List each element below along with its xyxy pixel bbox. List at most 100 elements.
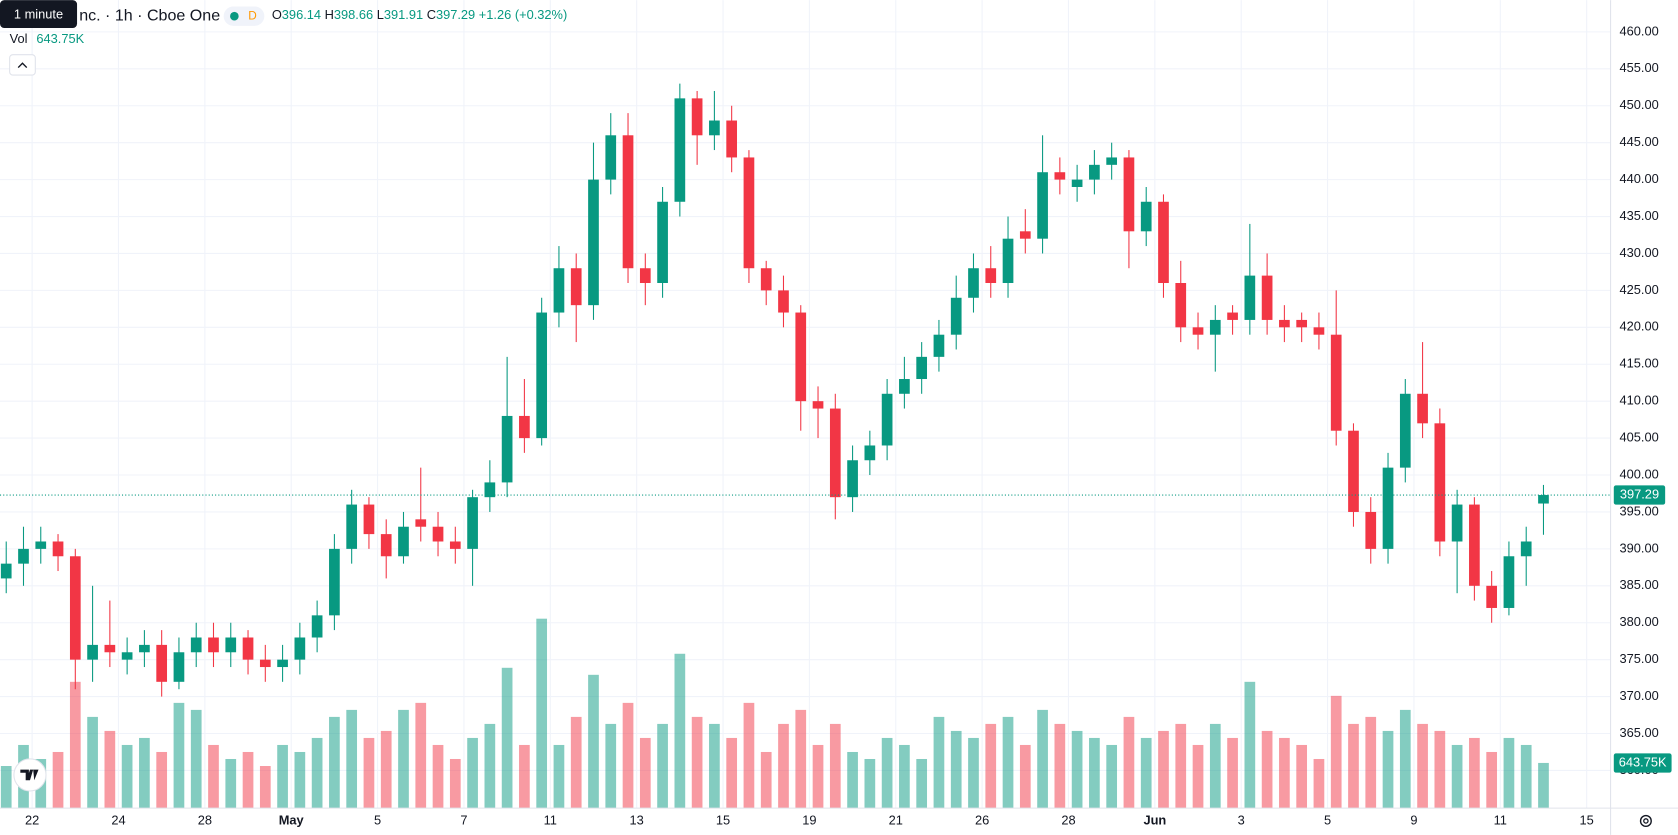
candle-body <box>35 541 47 549</box>
candle-body <box>156 644 168 682</box>
volume-bar <box>1330 695 1342 809</box>
candle-body <box>691 98 703 136</box>
volume-bar <box>691 716 703 809</box>
change-pct: (+0.32%) <box>515 8 567 23</box>
volume-bar <box>1089 737 1100 809</box>
x-tick-label: 11 <box>544 812 557 827</box>
x-tick-label: 5 <box>374 812 381 827</box>
y-tick-label: 455.00 <box>1619 60 1658 75</box>
y-tick-label: 385.00 <box>1619 577 1658 592</box>
candle-body <box>1330 334 1342 431</box>
volume-bar <box>985 723 997 809</box>
volume-bar <box>208 744 219 809</box>
volume-bar <box>1244 681 1256 809</box>
volume-bar <box>363 737 375 809</box>
y-tick-label: 400.00 <box>1619 466 1658 481</box>
volume-bar <box>69 681 81 809</box>
volume-bar <box>1106 744 1118 809</box>
settings-button[interactable] <box>1639 814 1652 827</box>
volume-bar <box>1399 709 1411 809</box>
candle-body <box>415 519 427 527</box>
candle-body <box>1158 201 1169 284</box>
volume-bar <box>1296 744 1308 809</box>
volume-bar <box>1313 758 1325 809</box>
candle-body <box>1054 172 1066 180</box>
volume-bar <box>432 744 444 809</box>
settings-icon-center[interactable] <box>1643 818 1649 824</box>
candle-body <box>812 401 824 409</box>
volume-bar <box>104 730 116 809</box>
candle-body <box>795 312 807 402</box>
candle-body <box>1469 504 1480 586</box>
volume-bar <box>899 744 910 809</box>
candle-body <box>1071 179 1083 187</box>
collapse-box[interactable] <box>9 54 36 76</box>
y-tick-label: 445.00 <box>1619 134 1658 149</box>
y-tick-label: 415.00 <box>1619 356 1658 371</box>
x-tick-label: 21 <box>889 812 903 827</box>
candle-body <box>709 120 720 136</box>
volume-bar <box>1469 737 1480 809</box>
candle-body <box>1417 393 1428 424</box>
volume-bar <box>1071 730 1083 809</box>
x-tick-label: 7 <box>460 812 467 827</box>
candle-body <box>536 312 548 439</box>
volume-bar <box>1227 737 1238 809</box>
candle-body <box>380 534 392 557</box>
candle-body <box>87 644 98 660</box>
candle-body <box>1123 157 1135 232</box>
candle-body <box>899 379 910 394</box>
x-tick-label: 15 <box>716 812 730 827</box>
y-tick-label: 380.00 <box>1619 614 1658 629</box>
candle-body <box>1261 275 1273 320</box>
delay-badge: D <box>248 9 257 22</box>
volume-bar <box>847 751 858 809</box>
candle-body <box>225 637 237 653</box>
settings-icon[interactable] <box>1639 814 1652 827</box>
candle-body <box>968 268 979 298</box>
volume-bar <box>1002 716 1014 809</box>
price-pane <box>0 83 1549 697</box>
collapse-button[interactable] <box>9 54 36 76</box>
y-tick-label: 440.00 <box>1619 171 1658 186</box>
collapse-icon[interactable] <box>17 62 28 69</box>
candle-body <box>242 637 254 660</box>
candle-body <box>605 135 617 180</box>
volume-bar <box>173 702 185 809</box>
y-tick-label: 365.00 <box>1619 725 1658 740</box>
candle-body <box>1175 283 1187 328</box>
candle-body <box>501 415 513 483</box>
volume-bar <box>1192 744 1204 809</box>
x-tick-label: 24 <box>111 812 125 827</box>
candle-body <box>1313 327 1325 335</box>
x-tick-label: Jun <box>1143 812 1166 827</box>
candle-body <box>1520 541 1532 557</box>
volume-bar <box>1451 744 1463 809</box>
volume-bar <box>1520 744 1532 809</box>
candle-body <box>847 460 858 498</box>
candle-body <box>329 548 340 616</box>
volume-bar <box>1382 730 1394 809</box>
volume-bar <box>864 758 876 809</box>
volume-bar <box>933 716 945 809</box>
candle-body <box>1451 504 1463 542</box>
volume-bar <box>1365 716 1377 809</box>
volume-bar <box>1054 723 1066 809</box>
volume-bar <box>1503 737 1515 809</box>
logo[interactable] <box>13 758 47 792</box>
volume-bar <box>225 758 237 809</box>
candle-body <box>0 563 12 579</box>
y-tick-label: 435.00 <box>1619 208 1658 223</box>
y-tick-label: 370.00 <box>1619 688 1658 703</box>
volume-bar <box>553 744 565 809</box>
candle-body <box>553 268 565 313</box>
candle-body <box>778 290 789 313</box>
volume-bar <box>657 723 668 809</box>
logo-mark[interactable] <box>20 769 39 781</box>
x-tick-label: 13 <box>630 812 644 827</box>
candle-body <box>69 556 81 660</box>
x-tick-label: 26 <box>975 812 989 827</box>
volume-bar <box>605 723 617 809</box>
candle-body <box>398 526 409 557</box>
